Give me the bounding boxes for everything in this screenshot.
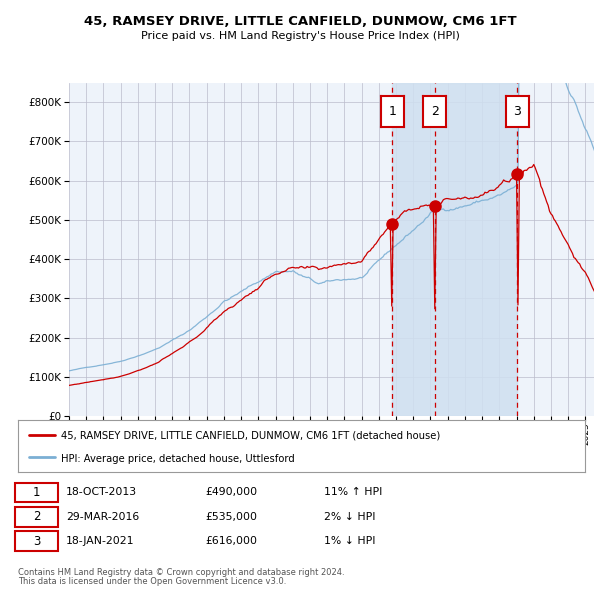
Text: 29-MAR-2016: 29-MAR-2016 [66,512,139,522]
Text: HPI: Average price, detached house, Uttlesford: HPI: Average price, detached house, Uttl… [61,454,294,464]
Text: 18-JAN-2021: 18-JAN-2021 [66,536,134,546]
Text: 1: 1 [388,105,397,118]
Text: 1: 1 [32,486,40,499]
Text: Contains HM Land Registry data © Crown copyright and database right 2024.: Contains HM Land Registry data © Crown c… [18,568,344,576]
FancyBboxPatch shape [15,532,58,551]
Text: Price paid vs. HM Land Registry's House Price Index (HPI): Price paid vs. HM Land Registry's House … [140,31,460,41]
FancyBboxPatch shape [15,483,58,502]
Text: £535,000: £535,000 [205,512,257,522]
Bar [392,83,517,416]
Text: 2: 2 [431,105,439,118]
Text: 2% ↓ HPI: 2% ↓ HPI [324,512,376,522]
Text: 1% ↓ HPI: 1% ↓ HPI [324,536,376,546]
FancyBboxPatch shape [15,507,58,527]
Text: 3: 3 [514,105,521,118]
Text: 11% ↑ HPI: 11% ↑ HPI [324,487,383,497]
Text: £490,000: £490,000 [205,487,257,497]
Text: 45, RAMSEY DRIVE, LITTLE CANFIELD, DUNMOW, CM6 1FT: 45, RAMSEY DRIVE, LITTLE CANFIELD, DUNMO… [83,15,517,28]
Text: This data is licensed under the Open Government Licence v3.0.: This data is licensed under the Open Gov… [18,577,286,586]
Text: 45, RAMSEY DRIVE, LITTLE CANFIELD, DUNMOW, CM6 1FT (detached house): 45, RAMSEY DRIVE, LITTLE CANFIELD, DUNMO… [61,431,440,441]
Text: 18-OCT-2013: 18-OCT-2013 [66,487,137,497]
Text: £616,000: £616,000 [205,536,257,546]
Text: 2: 2 [32,510,40,523]
Text: 3: 3 [33,535,40,548]
